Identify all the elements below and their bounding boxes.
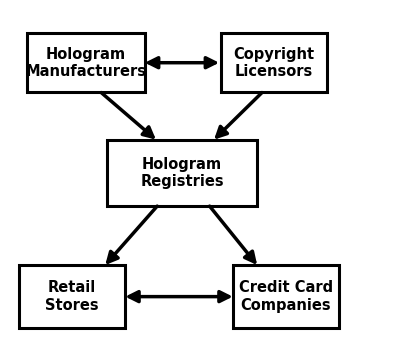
FancyBboxPatch shape <box>27 33 145 93</box>
Text: Copyright
Licensors: Copyright Licensors <box>234 46 314 79</box>
Text: Credit Card
Companies: Credit Card Companies <box>239 280 333 313</box>
FancyBboxPatch shape <box>221 33 327 93</box>
Text: Hologram
Registries: Hologram Registries <box>140 157 224 189</box>
FancyBboxPatch shape <box>233 265 339 328</box>
FancyBboxPatch shape <box>19 265 125 328</box>
Text: Retail
Stores: Retail Stores <box>45 280 99 313</box>
FancyBboxPatch shape <box>107 140 257 206</box>
Text: Hologram
Manufacturers: Hologram Manufacturers <box>26 46 146 79</box>
